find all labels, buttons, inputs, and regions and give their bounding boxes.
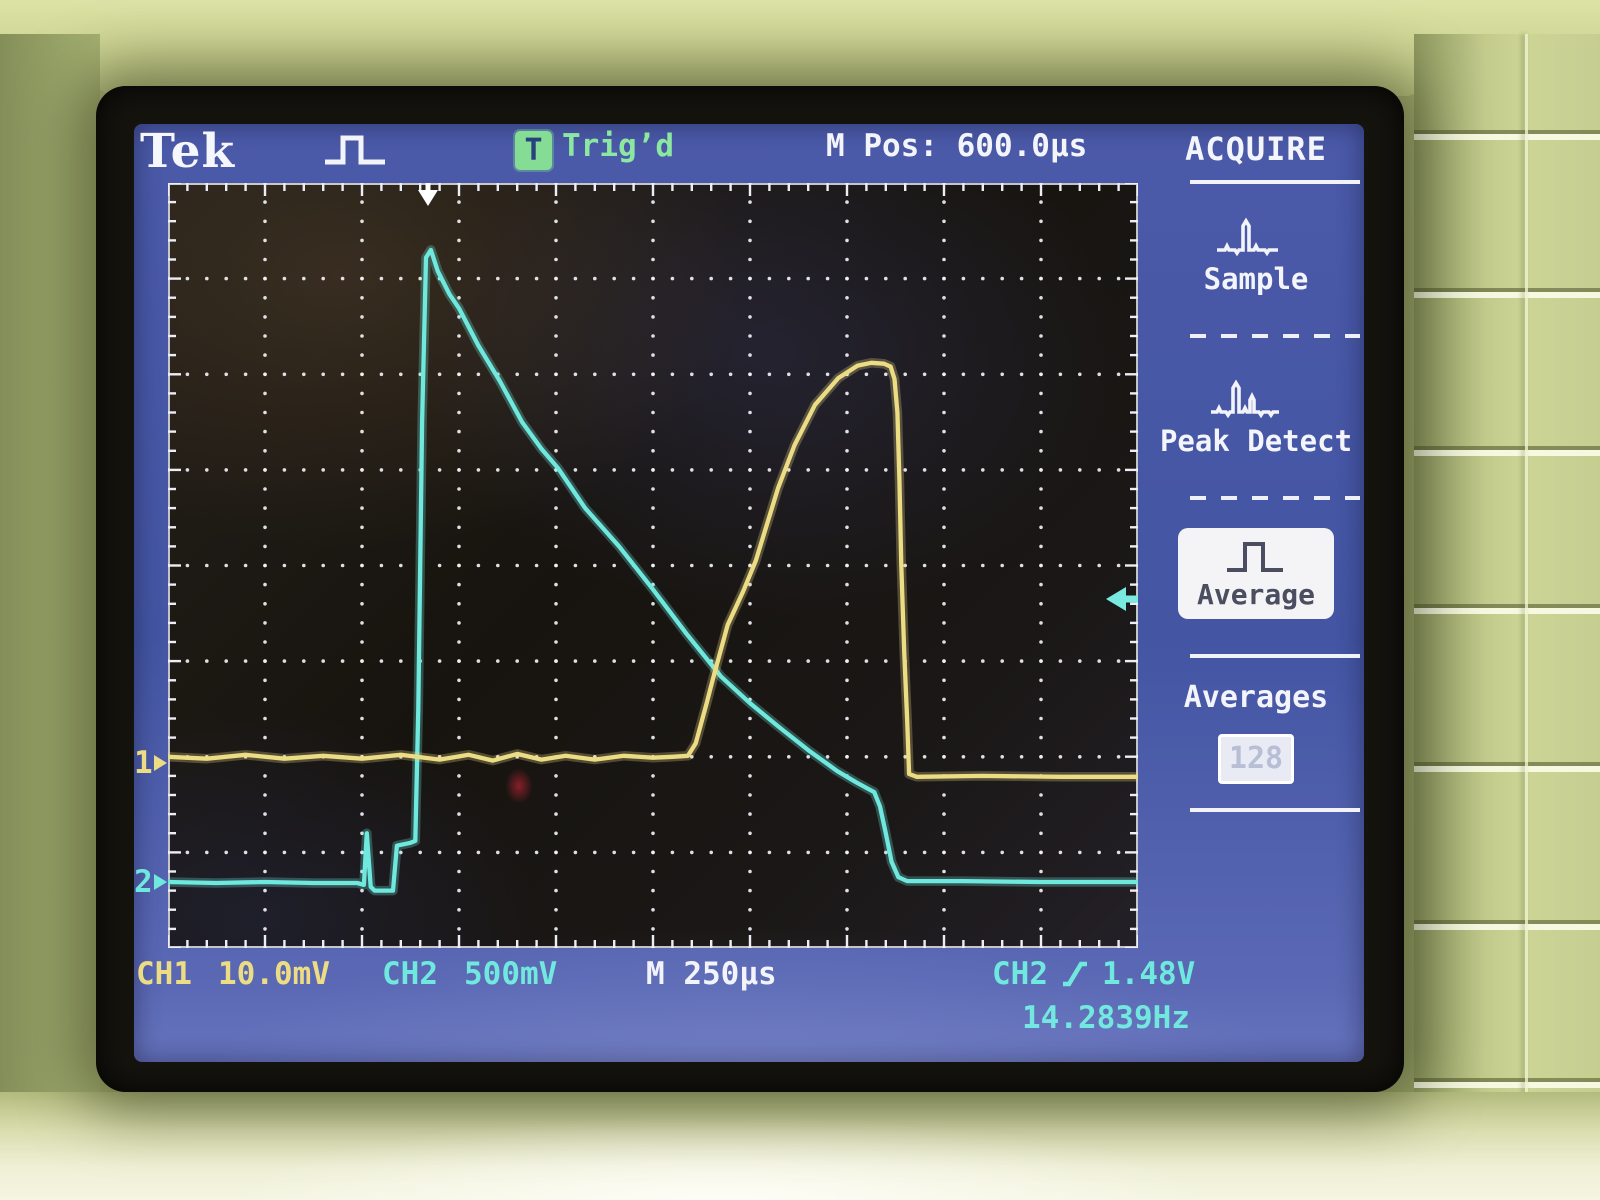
trigger-position-arrow[interactable] (418, 183, 438, 206)
ch2-trace (168, 247, 1138, 893)
graticule (168, 183, 1138, 948)
ch1-label: CH1 (136, 956, 192, 992)
ch2-scale-readout: CH2 500mV (382, 956, 557, 992)
trigger-level: 1.48V (1102, 956, 1196, 992)
rising-edge-icon (1063, 961, 1087, 987)
menu-separator (1190, 654, 1360, 658)
scope-screen: Tek T Trig’d M Pos: 600.0µs 1 2 ACQUIRE (134, 124, 1364, 1062)
trigger-pulse-icon (325, 135, 385, 165)
trigger-state-label: Trig’d (562, 128, 674, 164)
menu-separator (1190, 808, 1360, 812)
graticule-plot (168, 183, 1138, 948)
bezel-left (0, 34, 100, 1110)
trigger-source: CH2 (992, 956, 1048, 992)
bezel-top (0, 0, 1600, 96)
softkey-column[interactable] (1414, 34, 1600, 1122)
acquire-menu: ACQUIRE Sample Peak Detect A (1148, 124, 1364, 1062)
sample-waveform-icon (1217, 217, 1278, 257)
trigger-level-arrow[interactable] (1106, 587, 1138, 611)
averages-label: Averages (1183, 680, 1329, 715)
menu-item-peak-detect[interactable]: Peak Detect (1148, 374, 1364, 458)
trigger-readout: CH2 1.48V (992, 956, 1195, 992)
ch1-trace-glow (168, 358, 1138, 782)
ch2-marker-number: 2 (134, 864, 153, 901)
menu-item-sample-label: Sample (1203, 262, 1309, 296)
ch1-marker-arrow-icon (153, 755, 167, 772)
tek-logo: Tek (140, 124, 236, 179)
menu-separator (1190, 496, 1360, 500)
menu-separator (1190, 334, 1360, 338)
menu-title: ACQUIRE (1185, 130, 1327, 168)
ch1-ground-marker[interactable]: 1 (134, 742, 170, 784)
ch1-trace (168, 360, 1138, 779)
menu-item-average-selected[interactable]: Average (1178, 528, 1334, 619)
ch2-ground-marker[interactable]: 2 (134, 861, 170, 903)
peak-detect-waveform-icon (1211, 379, 1279, 419)
menu-title-rule (1190, 180, 1360, 184)
menu-item-sample[interactable]: Sample (1148, 212, 1364, 296)
averages-value-field[interactable]: 128 (1218, 734, 1294, 784)
ch2-label: CH2 (382, 956, 438, 992)
m-pos-readout: M Pos: 600.0µs (826, 128, 1088, 164)
ch1-marker-number: 1 (134, 745, 153, 782)
menu-item-peak-detect-label: Peak Detect (1159, 424, 1353, 458)
timebase-readout: M 250µs (646, 956, 777, 992)
frequency-readout: 14.2839Hz (1022, 1000, 1190, 1036)
trigger-state-badge: T (515, 131, 552, 170)
ch2-marker-arrow-icon (153, 874, 167, 891)
timebase-value: M 250µs (646, 956, 777, 992)
crt-frame: Tek T Trig’d M Pos: 600.0µs 1 2 ACQUIRE (96, 86, 1404, 1092)
softkey-ridges[interactable] (1414, 34, 1600, 1122)
ch1-scale: 10.0mV (218, 956, 330, 992)
average-waveform-icon (1227, 542, 1283, 572)
menu-item-average-label: Average (1196, 578, 1315, 611)
ch1-scale-readout: CH1 10.0mV (136, 956, 330, 992)
bezel-bottom (0, 1092, 1600, 1200)
ch2-scale: 500mV (464, 956, 558, 992)
